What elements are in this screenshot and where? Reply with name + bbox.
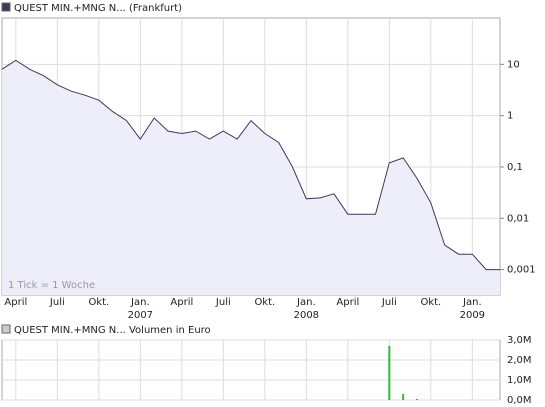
x-tick-label: April xyxy=(170,297,193,308)
x-tick-label: April xyxy=(4,297,27,308)
year-label: 2008 xyxy=(294,310,319,321)
y-tick-label: 0,01 xyxy=(507,213,529,224)
y-tick-label: 2,0M xyxy=(507,355,532,366)
y-tick-label: 1 xyxy=(507,111,513,122)
x-tick-label: Okt. xyxy=(420,297,441,308)
year-label: 2009 xyxy=(460,310,485,321)
note: 1 Tick = 1 Woche xyxy=(8,280,95,291)
plot-frame xyxy=(1,339,501,401)
chart-title: QUEST MIN.+MNG N... (Frankfurt) xyxy=(14,3,182,14)
area xyxy=(2,60,500,295)
price-line xyxy=(1,59,500,271)
x-tick-label: Jan. xyxy=(296,297,316,308)
legend-swatch xyxy=(1,2,11,12)
x-tick-label: Juli xyxy=(215,297,231,308)
volume-bar xyxy=(416,399,418,400)
x-tick-label: Juli xyxy=(49,297,65,308)
volume-bar xyxy=(402,394,405,400)
x-tick-label: April xyxy=(336,297,359,308)
x-tick-label: Okt. xyxy=(88,297,109,308)
y-tick-label: 0,1 xyxy=(507,162,523,173)
y-tick-label: 3,0M xyxy=(507,335,532,346)
chart-title: QUEST MIN.+MNG N... Volumen in Euro xyxy=(14,325,211,336)
year-label: 2007 xyxy=(128,310,153,321)
y-tick-label: 0,001 xyxy=(507,265,536,276)
x-tick-label: Juli xyxy=(381,297,397,308)
y-tick-label: 1,0M xyxy=(507,375,532,386)
legend-swatch xyxy=(1,324,11,334)
y-tick-label: 0,0M xyxy=(507,395,532,406)
y-tick-label: 10 xyxy=(507,59,520,70)
volume-bar xyxy=(388,346,391,400)
x-tick-label: Okt. xyxy=(254,297,275,308)
x-tick-label: Jan. xyxy=(130,297,150,308)
x-tick-label: Jan. xyxy=(462,297,482,308)
